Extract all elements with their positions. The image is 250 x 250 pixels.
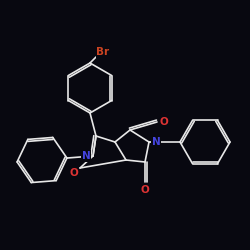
Text: O: O <box>140 185 149 195</box>
Text: N: N <box>82 151 90 161</box>
Text: N: N <box>152 137 160 147</box>
Text: O: O <box>70 168 78 178</box>
Text: Br: Br <box>96 47 110 57</box>
Text: O: O <box>160 117 168 127</box>
